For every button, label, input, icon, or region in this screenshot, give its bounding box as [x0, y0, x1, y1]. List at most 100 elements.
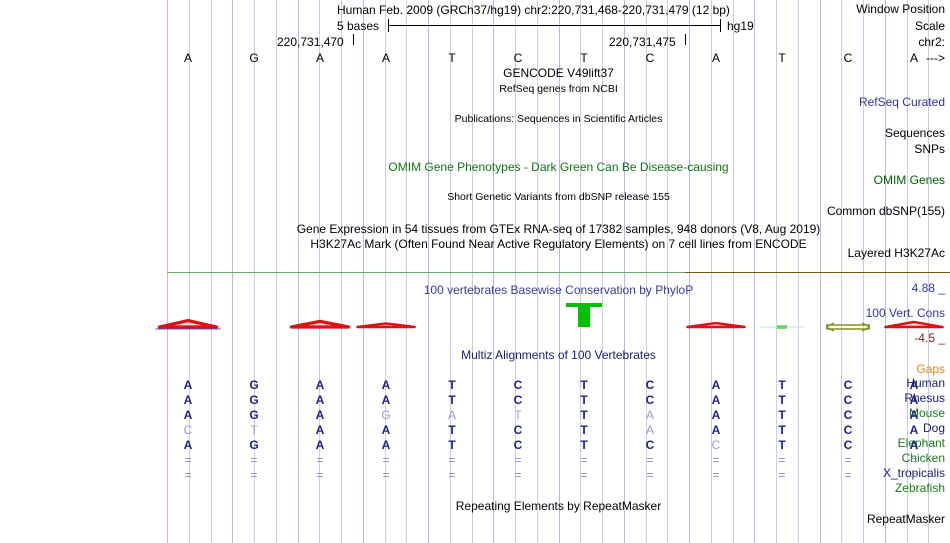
alignment-base: =: [580, 468, 588, 482]
alignment-base: T: [778, 423, 786, 437]
alignment-base: A: [711, 393, 721, 407]
alignment-species-label-human[interactable]: Human: [906, 376, 945, 390]
label-sequences[interactable]: Sequences: [884, 126, 945, 140]
ruler-position-left: 220,731,470: [277, 35, 344, 49]
label-cons-min: -4.5 _: [914, 331, 945, 345]
label-refseq-curated[interactable]: RefSeq Curated: [858, 95, 945, 109]
alignment-base: T: [778, 378, 786, 392]
caption-multiz: Multiz Alignments of 100 Vertebrates: [461, 348, 656, 362]
alignment-base: A: [381, 438, 391, 452]
alignment-base: =: [382, 453, 390, 467]
reference-base: G: [249, 51, 259, 65]
alignment-base: C: [513, 438, 523, 452]
alignment-base: =: [514, 468, 522, 482]
label-window-position: Window Position: [856, 2, 945, 16]
alignment-base: =: [316, 468, 324, 482]
conservation-hill: [884, 320, 944, 329]
left-panel-separator: [167, 0, 168, 543]
caption-publications: Publications: Sequences in Scientific Ar…: [454, 113, 663, 125]
caption-refseq-ncbi: RefSeq genes from NCBI: [499, 83, 618, 95]
caption-gtex: Gene Expression in 54 tissues from GTEx …: [296, 222, 821, 236]
alignment-base: T: [448, 393, 456, 407]
alignment-base: A: [381, 423, 391, 437]
alignment-base: G: [249, 408, 259, 422]
alignment-base: A: [909, 423, 919, 437]
alignment-species-label-mouse[interactable]: Mouse: [908, 406, 945, 420]
alignment-base: =: [712, 453, 720, 467]
ruler-tick-right: [685, 34, 686, 45]
alignment-species-label-dog[interactable]: Dog: [922, 421, 945, 435]
alignment-base: A: [711, 408, 721, 422]
label-100-vert-cons[interactable]: 100 Vert. Cons: [865, 306, 945, 320]
alignment-base: =: [448, 468, 456, 482]
alignment-base: G: [249, 378, 259, 392]
scale-bar-right-tick: [720, 19, 721, 32]
alignment-base: A: [909, 378, 919, 392]
alignment-base: =: [778, 468, 786, 482]
reference-base: A: [381, 51, 390, 65]
alignment-base: T: [580, 423, 588, 437]
conservation-rule-green: [167, 272, 685, 273]
alignment-base: T: [778, 438, 786, 452]
alignment-species-label-elephant[interactable]: Elephant: [897, 436, 945, 450]
alignment-base: A: [711, 423, 721, 437]
alignment-base: A: [183, 378, 193, 392]
conservation-rule-olive: [685, 272, 950, 273]
alignment-species-label-x_tropicalis[interactable]: X_tropicalis: [882, 466, 945, 480]
alignment-base: A: [645, 408, 654, 422]
alignment-base: T: [778, 408, 786, 422]
alignment-base: T: [448, 378, 456, 392]
caption-gencode: GENCODE V49lift37: [503, 66, 614, 80]
alignment-base: C: [711, 438, 721, 452]
alignment-base: G: [381, 408, 391, 422]
alignment-base: T: [580, 378, 588, 392]
alignment-base: A: [315, 438, 325, 452]
alignment-base: =: [646, 453, 654, 467]
alignment-base: A: [315, 408, 325, 422]
label-cons-max: 4.88 _: [911, 281, 945, 295]
conservation-hill: [157, 318, 219, 329]
alignment-species-label-chicken[interactable]: Chicken: [901, 451, 945, 465]
alignment-base: =: [580, 453, 588, 467]
alignment-base: =: [184, 468, 192, 482]
alignment-base: =: [514, 453, 522, 467]
label-gaps[interactable]: Gaps: [916, 362, 945, 376]
alignment-base: T: [448, 438, 456, 452]
alignment-base: A: [711, 378, 721, 392]
alignment-base: C: [513, 423, 523, 437]
label-repeatmasker[interactable]: RepeatMasker: [866, 512, 945, 526]
reference-base: T: [580, 51, 588, 65]
caption-repeats: Repeating Elements by RepeatMasker: [455, 499, 662, 513]
alignment-base: =: [712, 468, 720, 482]
alignment-base: =: [448, 453, 456, 467]
alignment-base: T: [580, 408, 588, 422]
alignment-base: T: [448, 423, 456, 437]
label-common-dbsnp[interactable]: Common dbSNP(155): [826, 204, 945, 218]
caption-omim: OMIM Gene Phenotypes - Dark Green Can Be…: [388, 160, 729, 174]
ruler-tick-left: [353, 34, 354, 45]
reference-base: A: [183, 51, 192, 65]
alignment-species-label-rhesus[interactable]: Rhesus: [904, 391, 945, 405]
alignment-base: A: [381, 378, 391, 392]
conservation-insert-arrow: [825, 322, 871, 332]
conservation-hill: [356, 322, 416, 329]
alignment-base: =: [250, 453, 258, 467]
alignment-base: A: [909, 408, 919, 422]
alignment-base: C: [843, 408, 853, 422]
alignment-species-label-zebrafish[interactable]: Zebrafish: [894, 481, 945, 495]
alignment-base: =: [910, 453, 918, 467]
alignment-base: =: [778, 453, 786, 467]
label-strand-arrow: --->: [926, 51, 945, 65]
alignment-base: A: [315, 423, 325, 437]
label-omim-genes[interactable]: OMIM Genes: [873, 173, 945, 187]
scale-bar-line: [388, 25, 721, 26]
alignment-base: G: [249, 393, 259, 407]
reference-base: A: [315, 51, 324, 65]
label-snps[interactable]: SNPs: [914, 142, 945, 156]
label-layered-h3k27ac[interactable]: Layered H3K27Ac: [847, 246, 945, 260]
alignment-base: =: [844, 468, 852, 482]
conservation-bar-cap: [566, 303, 602, 307]
assembly-db-label: hg19: [727, 19, 754, 33]
